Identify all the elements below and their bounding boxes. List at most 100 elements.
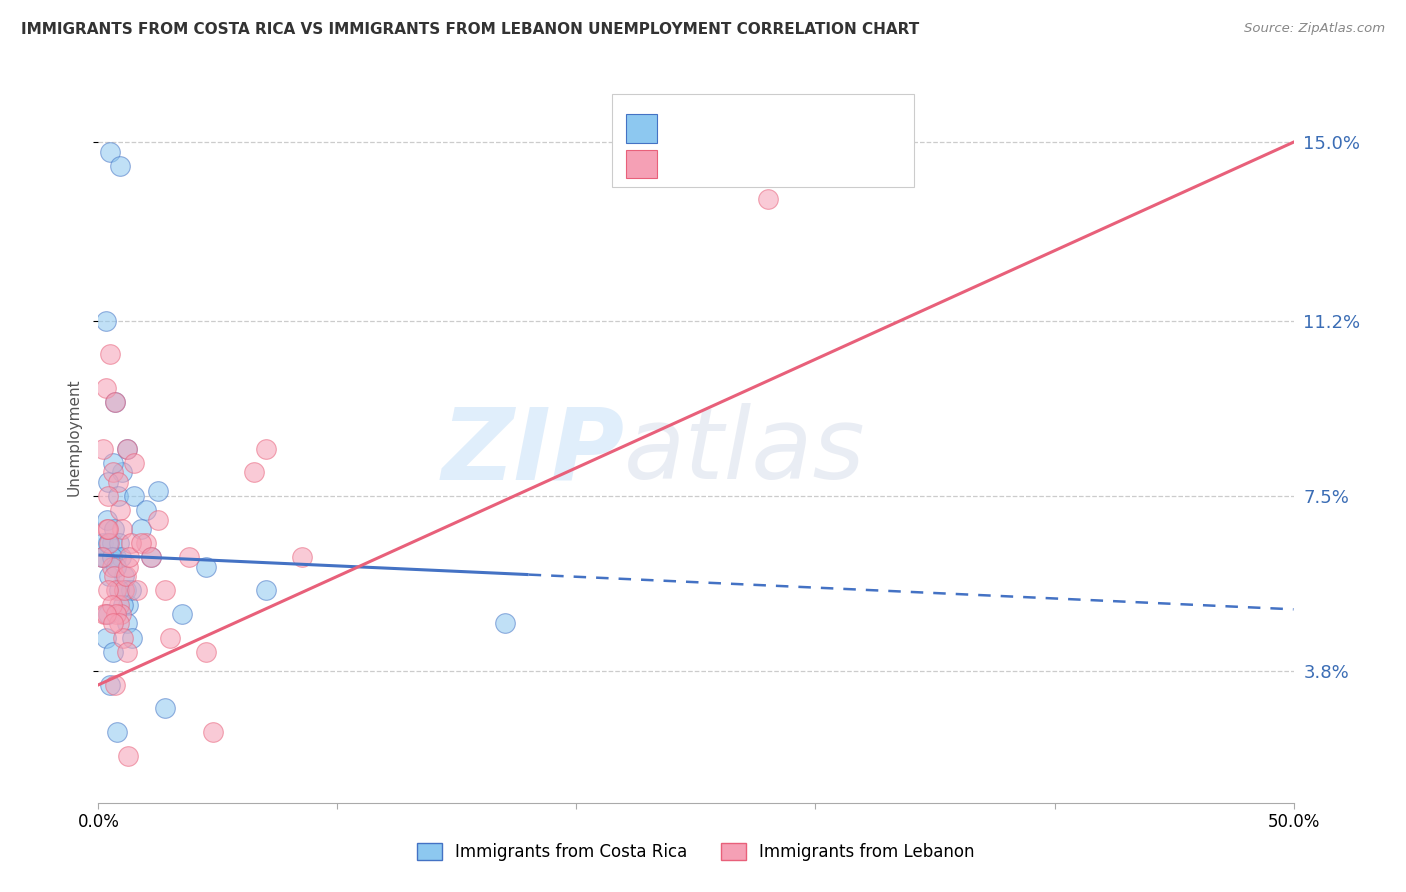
Point	[103, 645, 125, 659]
Point	[91, 550, 114, 565]
Point	[148, 484, 170, 499]
Point	[96, 607, 118, 621]
Point	[107, 489, 129, 503]
Point	[115, 442, 138, 456]
Y-axis label: Unemployment: Unemployment	[66, 378, 82, 496]
Point	[97, 489, 120, 503]
Point	[94, 314, 117, 328]
Point	[107, 475, 129, 489]
Point	[104, 394, 127, 409]
Point	[111, 598, 134, 612]
Point	[195, 645, 218, 659]
Point	[101, 598, 124, 612]
Point	[179, 550, 201, 565]
Point	[111, 522, 134, 536]
Point	[254, 442, 277, 456]
Point	[97, 536, 120, 550]
Point	[103, 616, 125, 631]
Point	[98, 347, 122, 361]
Point	[159, 631, 181, 645]
Point	[139, 550, 162, 565]
Point	[96, 522, 118, 536]
Point	[112, 569, 135, 583]
Point	[103, 569, 125, 583]
Point	[115, 645, 138, 659]
Point	[117, 559, 139, 574]
Text: Source: ZipAtlas.com: Source: ZipAtlas.com	[1244, 22, 1385, 36]
Point	[111, 466, 134, 480]
Point	[117, 598, 139, 612]
Text: R = -0.042   N = 45: R = -0.042 N = 45	[668, 118, 875, 136]
Point	[108, 159, 131, 173]
Point	[107, 598, 129, 612]
Point	[112, 583, 135, 598]
Point	[108, 503, 131, 517]
Point	[124, 456, 146, 470]
Point	[131, 536, 153, 550]
Point	[110, 550, 132, 565]
Point	[98, 145, 122, 159]
Point	[121, 631, 143, 645]
Point	[118, 550, 141, 565]
Point	[94, 607, 117, 621]
Text: atlas: atlas	[624, 403, 866, 500]
Point	[108, 616, 131, 631]
Point	[96, 513, 118, 527]
Point	[105, 725, 128, 739]
Point	[108, 583, 131, 598]
Point	[155, 583, 177, 598]
Point	[115, 569, 138, 583]
Point	[254, 583, 277, 598]
Point	[111, 631, 134, 645]
Point	[139, 550, 162, 565]
Point	[104, 394, 127, 409]
Point	[120, 536, 142, 550]
Point	[104, 607, 127, 621]
Point	[101, 456, 124, 470]
Point	[94, 380, 117, 394]
Point	[243, 466, 266, 480]
Point	[103, 522, 125, 536]
Point	[104, 678, 127, 692]
Point	[97, 583, 120, 598]
Point	[91, 442, 114, 456]
Point	[94, 631, 117, 645]
Point	[148, 513, 170, 527]
Text: IMMIGRANTS FROM COSTA RICA VS IMMIGRANTS FROM LEBANON UNEMPLOYMENT CORRELATION C: IMMIGRANTS FROM COSTA RICA VS IMMIGRANTS…	[21, 22, 920, 37]
Point	[494, 616, 516, 631]
Point	[98, 536, 121, 550]
Point	[96, 522, 118, 536]
Point	[100, 559, 122, 574]
Point	[104, 559, 127, 574]
Point	[100, 536, 122, 550]
Point	[115, 583, 138, 598]
Point	[172, 607, 194, 621]
Point	[291, 550, 314, 565]
Point	[155, 701, 177, 715]
Point	[115, 616, 138, 631]
Point	[107, 536, 129, 550]
Point	[135, 503, 157, 517]
Point	[195, 559, 218, 574]
Point	[97, 475, 120, 489]
Point	[202, 725, 225, 739]
Point	[110, 607, 132, 621]
Text: R =  0.489   N = 50: R = 0.489 N = 50	[668, 155, 875, 173]
Point	[135, 536, 157, 550]
Point	[101, 550, 124, 565]
Point	[98, 678, 121, 692]
Point	[98, 569, 121, 583]
Point	[105, 550, 128, 565]
Point	[91, 536, 114, 550]
Point	[125, 583, 148, 598]
Point	[101, 466, 124, 480]
Legend: Immigrants from Costa Rica, Immigrants from Lebanon: Immigrants from Costa Rica, Immigrants f…	[411, 836, 981, 868]
Point	[93, 607, 115, 621]
Point	[105, 583, 128, 598]
Text: ZIP: ZIP	[441, 403, 624, 500]
Point	[120, 583, 142, 598]
Point	[115, 442, 138, 456]
Point	[93, 550, 115, 565]
Point	[117, 748, 139, 763]
Point	[131, 522, 153, 536]
